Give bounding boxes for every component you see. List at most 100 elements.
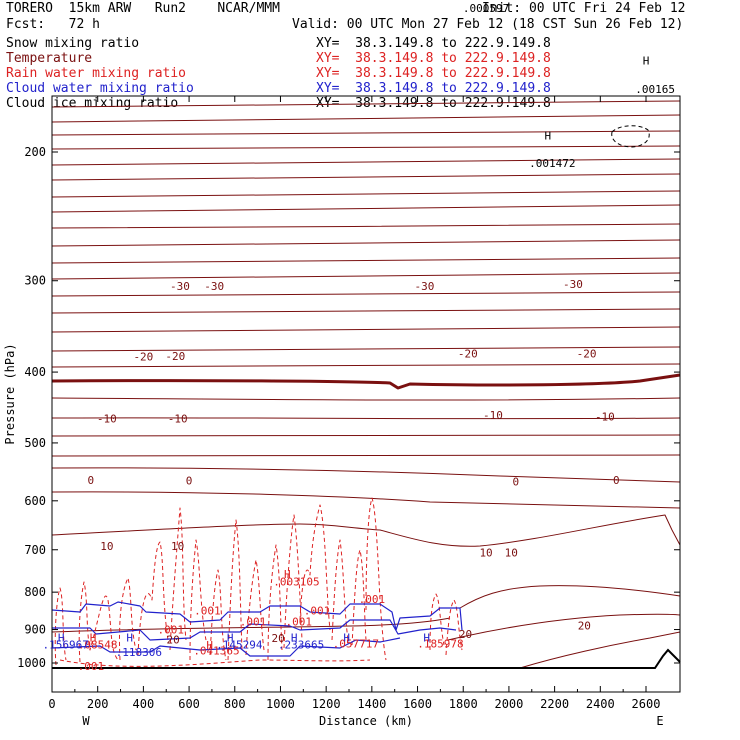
isotherm-label: 10	[100, 540, 113, 553]
init-time: Init: 00 UTC Fri 24 Feb 12	[482, 1, 686, 16]
isotherm-line	[51, 272, 681, 280]
model-title: TORERO 15km ARW Run2 NCAR/MMM	[6, 1, 280, 16]
y-tick-label: 600	[24, 494, 46, 508]
x-tick-label: 1200	[312, 697, 341, 711]
isotherm-line	[51, 467, 681, 483]
isotherm-line	[447, 613, 681, 641]
isotherm-line	[51, 145, 681, 150]
isotherm-line	[51, 454, 681, 457]
ground-surface	[52, 648, 681, 669]
x-axis-title: Distance (km)	[319, 714, 413, 728]
x-tick-label: 2000	[494, 697, 523, 711]
maximum-marker: H	[284, 568, 291, 581]
rain-contour	[169, 507, 187, 651]
isotherm-line	[51, 363, 681, 368]
isotherm-line	[519, 631, 681, 669]
contour-value-label: .185978	[417, 637, 463, 650]
maximum-marker: H	[206, 639, 213, 652]
isotherm-line	[459, 585, 681, 609]
freezing-level-line	[51, 373, 681, 390]
contour-value-label: .001	[304, 605, 331, 618]
maximum-marker: H	[90, 632, 97, 645]
rain-contour	[227, 519, 243, 661]
isotherm-label: -30	[414, 280, 434, 293]
isotherm-line	[51, 239, 681, 247]
y-tick-label: 400	[24, 365, 46, 379]
isotherm-label: 10	[505, 546, 518, 559]
rain-contour	[283, 514, 303, 649]
y-tick-label: 900	[24, 623, 46, 637]
isotherm-label: 10	[171, 540, 184, 553]
x-tick-label: 2400	[586, 697, 615, 711]
isotherm-label: -30	[204, 280, 224, 293]
x-tick-label: 2200	[540, 697, 569, 711]
y-tick-label: 300	[24, 274, 46, 288]
isotherm-line	[51, 257, 681, 264]
maximum-marker: H	[126, 632, 133, 645]
contour-value-label: .001	[194, 605, 221, 618]
rain-contour	[54, 587, 67, 666]
isotherm-label: 20	[459, 628, 472, 641]
y-tick-label: 1000	[17, 656, 46, 670]
isotherm-label: 0	[512, 476, 519, 489]
rain-contour	[189, 539, 207, 661]
isotherm-label: 20	[578, 619, 591, 632]
contour-value-label: .001	[158, 624, 185, 637]
x-tick-label: 600	[178, 697, 200, 711]
isotherm-label: 0	[613, 474, 620, 487]
y-tick-label: 500	[24, 436, 46, 450]
rain-contour	[299, 504, 331, 631]
contour-value-label: .00165	[635, 83, 675, 96]
contour-value-label: .001	[240, 616, 267, 629]
isotherm-label: -20	[458, 347, 478, 360]
isotherm-line	[51, 491, 681, 509]
rain-contour	[118, 577, 137, 661]
contour-value-label: .233665	[278, 639, 324, 652]
contour-value-label: .001	[285, 616, 312, 629]
rain-contour	[209, 569, 227, 661]
forecast-hour: Fcst: 72 h	[6, 17, 100, 32]
isotherm-label: -30	[170, 280, 190, 293]
maximum-marker: H	[291, 632, 298, 645]
valid-time: Valid: 00 UTC Mon 27 Feb 12 (18 CST Sun …	[292, 17, 684, 32]
contour-value-label: .145294	[216, 639, 263, 652]
isotherm-label: -10	[595, 410, 615, 423]
x-tick-label: 1400	[357, 697, 386, 711]
isotherm-line	[51, 617, 451, 633]
isotherm-line	[51, 346, 681, 352]
rain-contour	[429, 593, 445, 651]
isotherm-label: -30	[563, 278, 583, 291]
x-tick-label: 2600	[632, 697, 661, 711]
contour-value-label: .156967	[43, 639, 89, 652]
cloud-water-contour	[51, 637, 401, 657]
maximum-marker: H	[423, 632, 430, 645]
contour-value-label: .003105	[273, 576, 319, 589]
legend-temperature-label: Temperature	[6, 51, 93, 66]
legend-snow-range: XY= 38.3.149.8 to 222.9.149.8	[316, 36, 551, 51]
legend-cloud-water-label: Cloud water mixing ratio	[6, 81, 194, 96]
isotherm-label: -20	[165, 350, 185, 363]
maximum-marker: H	[544, 130, 551, 143]
isotherm-line	[51, 223, 681, 229]
contour-value-label: .001472	[529, 157, 575, 170]
contour-value-label: .000597	[463, 2, 509, 15]
x-axis-west-label: W	[82, 714, 90, 728]
contour-value-label: .118306	[116, 646, 162, 659]
contour-value-label: .08548	[78, 639, 118, 652]
rain-contour	[351, 549, 367, 646]
rain-contour	[331, 539, 349, 641]
isotherm-line	[51, 114, 681, 123]
isotherm-label: -10	[483, 409, 503, 422]
cloud-water-contour	[52, 619, 457, 641]
legend-temperature-range: XY= 38.3.149.8 to 222.9.149.8	[316, 51, 551, 66]
y-tick-label: 800	[24, 585, 46, 599]
contour-value-label: .041365	[193, 645, 239, 658]
y-tick-label: 700	[24, 543, 46, 557]
isotherm-line	[51, 308, 681, 314]
rain-contour	[137, 541, 169, 656]
y-axis-title: Pressure (hPa)	[3, 343, 17, 444]
x-tick-label: 400	[133, 697, 155, 711]
contour-value-label: .001	[78, 660, 105, 673]
isotherm-line	[51, 514, 681, 547]
